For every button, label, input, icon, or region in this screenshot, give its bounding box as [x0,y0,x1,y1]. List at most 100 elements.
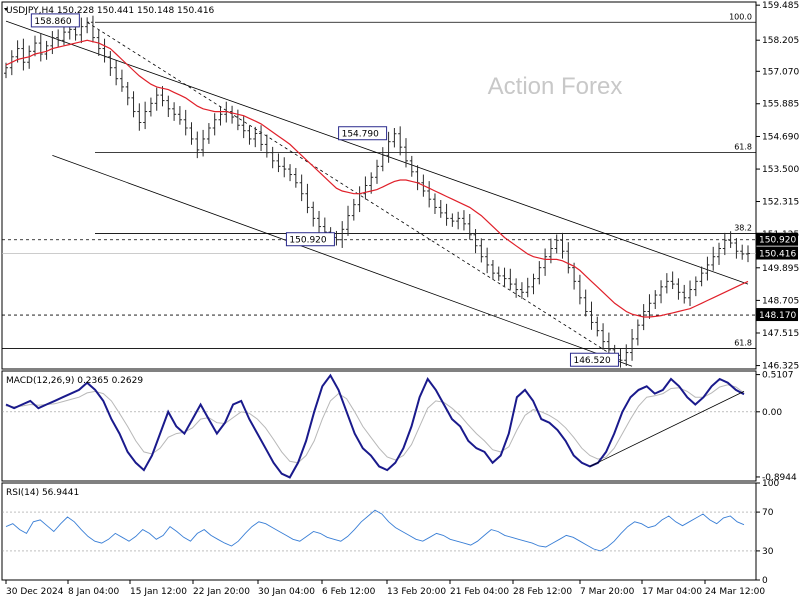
price-candle [664,273,669,294]
price-candle [589,301,594,330]
price-pane-frame [1,1,757,370]
price-candle [595,316,600,337]
price-candle [380,147,385,172]
current-price-badge: 150.416 [756,246,798,260]
channel-lower-line [52,154,633,367]
price-candle [577,274,582,305]
price-candle [427,181,432,208]
price-tick-label: 154.690 [762,132,799,142]
price-candle [305,183,310,214]
time-tick-label: 30 Dec 2024 [6,587,64,597]
price-candle [90,15,95,43]
price-candle [375,159,379,184]
moving-average-line [5,39,749,318]
price-candle [177,106,182,125]
macd-pane-frame [1,370,757,482]
price-candle [403,138,408,168]
price-candle [473,229,478,254]
price-tick-label: 146.325 [762,362,799,372]
price-candle [485,247,490,274]
price-candle [369,172,374,194]
price-candle [566,242,571,274]
rsi-tick-label: 100 [762,479,779,489]
price-candle [15,40,20,63]
price-candle [508,268,513,290]
time-axis: 30 Dec 2024 8 Jan 04:00 15 Jan 12:00 22 Jan… [5,580,765,597]
time-tick-label: 22 Jan 20:00 [193,587,250,597]
price-candle [189,122,194,145]
level-148-badge-text: 148.170 [759,311,796,321]
price-candle [606,332,611,357]
time-tick-label: 15 Jan 12:00 [130,587,187,597]
time-tick-label: 8 Jan 04:00 [68,587,120,597]
price-candle [635,319,640,346]
price-candle [264,134,269,158]
time-tick-label: 7 Mar 20:00 [580,587,635,597]
price-candle [340,221,345,248]
rsi-pane: 100 70 30 0 RSI(14) 56.9441 [1,479,779,586]
price-candle [630,329,635,361]
time-tick-label: 24 Mar 12:00 [705,587,765,597]
fib-level-label: 61.8 [734,143,752,152]
low-price-label-text: 146.520 [573,356,610,366]
level-150-badge-text: 150.920 [759,236,796,246]
swing-high-label: 154.790 [338,126,388,141]
price-candle [514,278,519,298]
price-candle [688,280,693,307]
macd-line [5,373,745,479]
price-candle [21,38,26,71]
price-candle [717,242,722,265]
time-tick-label: 17 Mar 04:00 [642,587,702,597]
price-candle [699,266,704,287]
macd-pane: 0.5107 0.00 -0.8944 MACD(12,26,9) 0.2365 0.… [1,370,797,483]
price-candle [647,294,652,319]
fib-level-label: 38.2 [734,223,752,232]
price-tick-label: 159.485 [762,1,799,11]
high-price-label: 158.860 [30,13,80,28]
low-price-label: 146.520 [569,352,619,367]
price-candle [438,200,443,218]
time-tick-label: 30 Jan 04:00 [258,587,315,597]
price-candle [282,157,287,178]
price-candle [450,213,455,227]
price-candle [235,109,240,131]
price-candle [131,91,136,118]
price-candle [705,256,710,281]
price-candle [241,116,246,139]
price-candle [734,238,739,259]
price-candle [409,155,414,177]
price-candle [398,126,403,156]
price-candle [543,248,548,276]
price-candle [525,277,530,298]
swing-high-label-text: 154.790 [342,130,379,140]
price-candle [728,231,733,248]
price-tick-label: 152.315 [762,198,799,208]
time-tick-label: 13 Feb 20:00 [387,587,446,597]
price-candle [276,153,281,173]
price-candle [50,31,55,55]
price-candle [386,131,391,163]
price-candle [740,244,745,260]
fib-level-label: 100.0 [729,12,752,21]
price-candle [415,165,420,191]
time-tick-label: 6 Feb 12:00 [322,587,376,597]
price-candle [456,211,461,230]
price-candle [85,17,90,34]
price-candle [392,127,397,148]
price-tick-label: 155.885 [762,100,799,110]
price-tick-label: 153.500 [762,165,799,175]
price-candle [676,278,681,300]
price-candle [670,271,675,290]
high-price-label-text: 158.860 [34,17,71,27]
rsi-tick-label: 70 [762,508,774,518]
price-candle [618,348,623,368]
time-tick-label: 21 Feb 04:00 [450,587,509,597]
collapse-triangle-icon[interactable] [4,8,8,11]
price-candle [108,51,113,76]
price-candle [172,102,177,121]
swing-low-label: 150.920 [285,232,335,247]
price-candle [148,97,153,117]
macd-signal-line [5,384,745,464]
price-candle [682,284,687,304]
